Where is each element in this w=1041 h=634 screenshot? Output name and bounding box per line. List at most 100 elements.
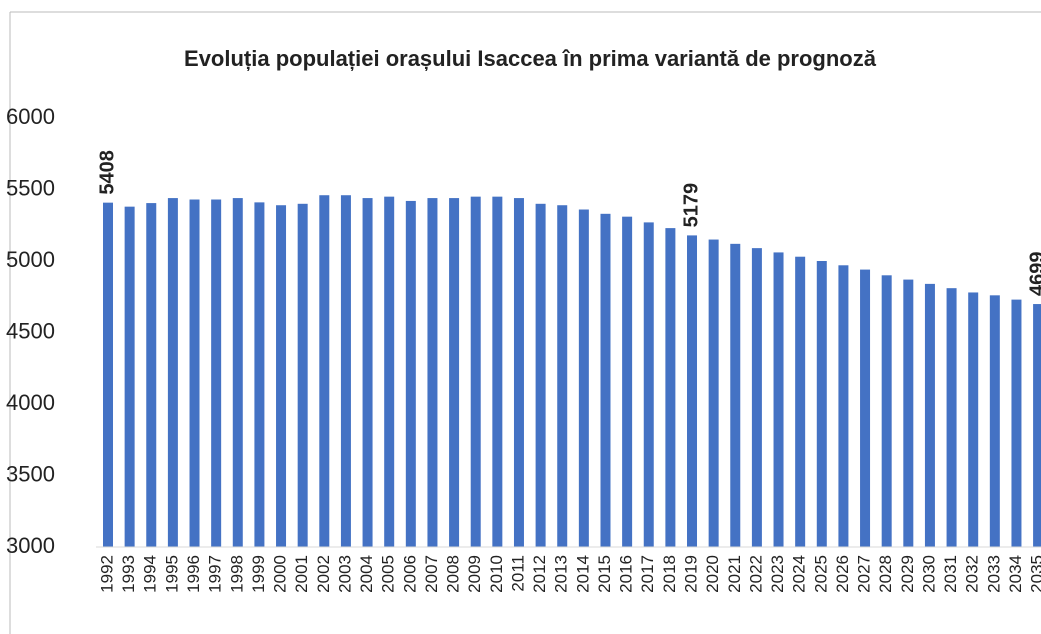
bar — [146, 203, 157, 547]
bar — [340, 195, 351, 547]
bar — [946, 288, 957, 547]
x-tick-label: 2021 — [725, 555, 744, 593]
data-label: 5408 — [96, 150, 118, 195]
bar — [600, 213, 611, 547]
x-tick-label: 2017 — [638, 555, 657, 593]
x-tick-label: 2034 — [1006, 555, 1025, 593]
bar — [643, 222, 654, 547]
x-tick-label: 2024 — [790, 555, 809, 593]
x-tick-label: 1992 — [97, 555, 116, 593]
bar — [124, 206, 135, 547]
bar — [513, 198, 524, 547]
x-tick-label: 2025 — [811, 555, 830, 593]
x-tick-label: 2033 — [984, 555, 1003, 593]
bar — [362, 198, 373, 547]
x-tick-label: 2010 — [487, 555, 506, 593]
bar — [232, 198, 243, 547]
bar — [795, 256, 806, 547]
bar — [189, 199, 200, 547]
x-tick-label: 1996 — [184, 555, 203, 593]
bar — [167, 198, 178, 547]
x-tick-label: 1999 — [249, 555, 268, 593]
x-tick-label: 2032 — [963, 555, 982, 593]
bar — [211, 199, 222, 547]
y-tick-label: 4000 — [6, 390, 55, 415]
x-tick-label: 2011 — [508, 555, 527, 592]
bar — [773, 252, 784, 548]
x-tick-label: 2014 — [573, 555, 592, 593]
x-tick-label: 2001 — [292, 555, 311, 593]
y-tick-label: 4500 — [6, 318, 55, 343]
x-tick-label: 1998 — [227, 555, 246, 593]
x-tick-label: 2007 — [422, 555, 441, 593]
bar — [881, 275, 892, 547]
x-tick-label: 2026 — [833, 555, 852, 593]
x-tick-label: 2028 — [876, 555, 895, 593]
bar — [578, 209, 589, 547]
x-tick-label: 1995 — [162, 555, 181, 593]
bar — [470, 196, 481, 547]
bar — [297, 203, 308, 548]
x-tick-label: 2023 — [768, 555, 787, 593]
bar — [903, 279, 914, 547]
x-tick-label: 2012 — [530, 555, 549, 593]
y-tick-label: 3000 — [6, 533, 55, 558]
x-tick-label: 2002 — [314, 555, 333, 593]
x-tick-label: 2020 — [703, 555, 722, 593]
x-tick-label: 2031 — [941, 555, 960, 593]
bar — [687, 235, 698, 547]
bar — [751, 248, 762, 547]
bar — [989, 295, 1000, 547]
x-tick-label: 2005 — [379, 555, 398, 593]
bar — [384, 196, 395, 547]
bar — [405, 200, 416, 547]
x-tick-label: 2035 — [1028, 555, 1041, 593]
bar — [708, 239, 719, 548]
x-tick-label: 2029 — [898, 555, 917, 593]
x-tick-label: 2013 — [552, 555, 571, 593]
x-tick-label: 2018 — [660, 555, 679, 593]
bar — [492, 196, 503, 547]
data-label: 4699 — [1026, 252, 1041, 297]
bar — [254, 202, 265, 547]
bar — [665, 228, 676, 548]
y-tick-label: 5000 — [6, 247, 55, 272]
bar — [924, 283, 935, 547]
x-tick-label: 2027 — [855, 555, 874, 593]
bar — [276, 205, 287, 548]
bar — [557, 205, 568, 548]
x-tick-label: 2022 — [746, 555, 765, 593]
y-tick-label: 5500 — [6, 175, 55, 200]
y-tick-label: 6000 — [6, 104, 55, 129]
x-tick-label: 2003 — [335, 555, 354, 593]
bar — [427, 198, 438, 547]
x-tick-label: 2030 — [919, 555, 938, 593]
bar — [449, 198, 460, 547]
bar — [730, 243, 741, 547]
bar — [535, 203, 546, 548]
x-tick-label: 1997 — [206, 555, 225, 593]
bar — [968, 292, 979, 547]
x-tick-label: 2019 — [681, 555, 700, 593]
x-tick-label: 1993 — [119, 555, 138, 593]
x-tick-label: 2006 — [400, 555, 419, 593]
bar — [838, 265, 849, 547]
x-tick-label: 2000 — [271, 555, 290, 593]
x-tick-label: 2009 — [465, 555, 484, 593]
x-tick-label: 2016 — [617, 555, 636, 593]
bar — [1033, 304, 1041, 547]
x-tick-label: 1994 — [141, 555, 160, 593]
chart-title: Evoluția populației orașului Isaccea în … — [184, 46, 876, 71]
x-tick-label: 2008 — [444, 555, 463, 593]
bar — [860, 269, 871, 547]
data-label: 5179 — [680, 183, 702, 228]
bar — [622, 216, 633, 548]
bar — [1011, 299, 1022, 547]
y-tick-label: 3500 — [6, 461, 55, 486]
x-tick-label: 2015 — [595, 555, 614, 593]
bar — [103, 202, 113, 547]
bar — [319, 195, 330, 547]
bar — [816, 261, 827, 547]
